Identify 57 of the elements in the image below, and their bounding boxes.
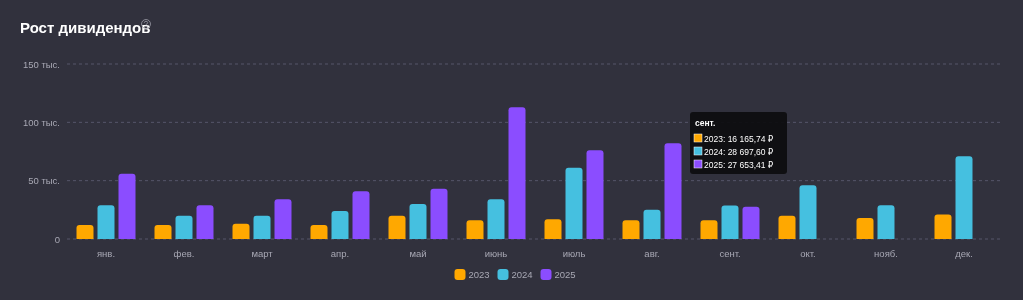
bar xyxy=(778,215,796,239)
y-tick-label: 150 тыс. xyxy=(22,58,60,70)
bar xyxy=(856,218,874,239)
bar xyxy=(643,209,661,239)
bar xyxy=(409,204,427,239)
x-tick-label: фев. xyxy=(173,248,195,259)
x-tick-label: сент. xyxy=(719,248,741,259)
bar xyxy=(196,205,214,239)
bar xyxy=(877,205,895,239)
x-tick-label: март xyxy=(251,248,274,259)
x-tick-label: окт. xyxy=(800,248,816,259)
bar xyxy=(430,188,448,239)
bar xyxy=(508,107,526,239)
y-tick-label: 100 тыс. xyxy=(22,116,60,128)
bar xyxy=(331,211,349,239)
bar xyxy=(664,143,682,239)
y-tick-label: 0 xyxy=(54,233,60,245)
bar xyxy=(742,206,760,239)
bar xyxy=(955,156,973,239)
bar xyxy=(118,173,136,239)
bar xyxy=(700,220,718,239)
y-tick-label: 50 тыс. xyxy=(28,175,60,187)
bar xyxy=(76,225,94,239)
chart-title: Рост дивидендов xyxy=(20,19,151,36)
bar xyxy=(175,215,193,239)
bar xyxy=(799,185,817,239)
bar xyxy=(934,214,952,239)
bar xyxy=(466,220,484,239)
x-tick-label: авг. xyxy=(644,248,660,259)
x-tick-label: дек. xyxy=(955,248,973,259)
x-tick-label: янв. xyxy=(96,248,116,259)
bar xyxy=(352,191,370,239)
bar xyxy=(388,215,406,239)
bar xyxy=(274,199,292,239)
bar xyxy=(154,225,172,239)
annotation: 2025: 27 653,41 ₽ xyxy=(704,159,774,170)
x-tick-label: июнь xyxy=(484,248,508,259)
bar xyxy=(310,225,328,239)
annotation: сент. xyxy=(695,118,716,128)
x-tick-label: июль xyxy=(562,248,586,259)
bar xyxy=(487,199,505,239)
x-tick-label: апр. xyxy=(330,248,350,259)
bar xyxy=(544,219,562,239)
x-tick-label: нояб. xyxy=(874,248,898,259)
x-tick-label: май xyxy=(409,248,427,259)
bar xyxy=(721,205,739,239)
bar xyxy=(232,223,250,239)
legend-label: 2025 xyxy=(554,269,576,280)
bar xyxy=(565,167,583,239)
annotation: 2024: 28 697,60 ₽ xyxy=(704,146,774,157)
bar xyxy=(97,205,115,239)
bar xyxy=(586,150,604,239)
bar xyxy=(253,215,271,239)
legend-label: 2024 xyxy=(511,269,533,280)
legend-label: 2023 xyxy=(468,269,490,280)
bar xyxy=(622,220,640,239)
annotation: 2023: 16 165,74 ₽ xyxy=(704,133,774,144)
